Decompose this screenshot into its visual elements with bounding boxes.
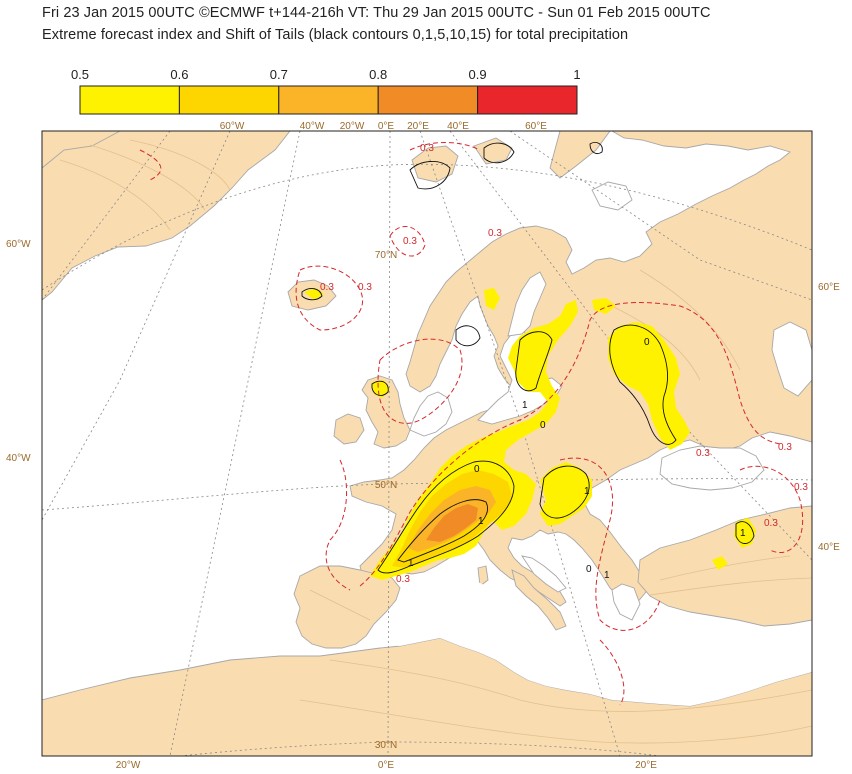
map-frame bbox=[41, 130, 813, 757]
latitude-labels: 70°N 50°N 30°N bbox=[375, 250, 397, 751]
land-corsica bbox=[477, 565, 489, 587]
legend-box-3 bbox=[377, 85, 479, 115]
eot-label-6: 0.3 bbox=[794, 482, 808, 493]
sot-label-7: 1 bbox=[522, 400, 528, 411]
graticule bbox=[42, 131, 812, 756]
land-svalbard bbox=[411, 145, 459, 183]
eot-contour-labels: 0.3 0.3 0.3 0.3 0.3 0.3 0.3 0.3 0.3 0.3 bbox=[320, 143, 808, 585]
eot-label-9: 0.3 bbox=[778, 442, 792, 453]
sot-label-4: 1 bbox=[478, 516, 484, 527]
efi-area-0.5-ne bbox=[592, 298, 616, 314]
sea-adriatic bbox=[521, 555, 567, 593]
sea-caspian bbox=[771, 321, 812, 397]
legend-tick-1: 0.6 bbox=[170, 67, 188, 82]
left-label-0: 60°W bbox=[6, 239, 31, 250]
efi-area-0.5-greece bbox=[712, 556, 728, 570]
color-legend: 0.5 0.6 0.7 0.8 0.9 1 bbox=[71, 67, 581, 115]
lat-label-2: 30°N bbox=[375, 740, 397, 751]
top-label-1: 40°W bbox=[300, 121, 325, 132]
bottom-label-0: 20°W bbox=[116, 760, 141, 771]
right-label-1: 40°E bbox=[818, 542, 840, 553]
sea-black-sea bbox=[659, 445, 765, 491]
eot-label-5: 0.3 bbox=[696, 448, 710, 459]
parallel-50n bbox=[42, 478, 812, 511]
sot-label-6: 1 bbox=[740, 528, 746, 539]
meridian-0 bbox=[387, 131, 391, 756]
legend-box-0 bbox=[79, 85, 180, 115]
legend-box-2 bbox=[278, 85, 379, 115]
eot-label-2: 0.3 bbox=[358, 282, 372, 293]
legend-tick-3: 0.8 bbox=[369, 67, 387, 82]
legend-tick-2: 0.7 bbox=[270, 67, 288, 82]
sot-label-1: 0 bbox=[540, 420, 546, 431]
land-iberia bbox=[293, 565, 401, 649]
sot-label-5: 1 bbox=[408, 558, 414, 569]
eot-label-7: 0.3 bbox=[764, 518, 778, 529]
eot-label-1: 0.3 bbox=[420, 143, 434, 154]
efi-area-0.5-scand bbox=[484, 288, 500, 310]
meridian-40w bbox=[42, 131, 231, 521]
sot-contour-labels: 0 0 0 1 1 1 1 1 0 1 bbox=[408, 337, 746, 581]
sot-label-3: 1 bbox=[584, 486, 590, 497]
top-label-5: 40°E bbox=[447, 121, 469, 132]
land-canada-arctic bbox=[42, 131, 121, 169]
chart-title-line2: Extreme forecast index and Shift of Tail… bbox=[42, 27, 629, 43]
efi-0.3-contours bbox=[139, 142, 804, 706]
lat-label-1: 50°N bbox=[375, 480, 397, 491]
meridian-20w bbox=[169, 131, 301, 756]
eot-label-4: 0.3 bbox=[396, 574, 410, 585]
efi-area-0.8 bbox=[426, 504, 478, 542]
eot-label-8: 0.3 bbox=[488, 228, 502, 239]
meridian-60w bbox=[42, 131, 171, 301]
parallel-30n bbox=[179, 741, 661, 756]
bottom-label-1: 0°E bbox=[378, 760, 395, 771]
eot-label-0: 0.3 bbox=[403, 236, 417, 247]
sot-label-8: 0 bbox=[586, 564, 592, 575]
efi-area-0.5-russia bbox=[608, 322, 690, 450]
legend-tick-0: 0.5 bbox=[71, 67, 89, 82]
efi-area-0.5-turkey bbox=[734, 518, 756, 548]
sea-aegean bbox=[611, 583, 641, 621]
top-label-6: 60°E bbox=[525, 121, 547, 132]
left-label-1: 40°W bbox=[6, 453, 31, 464]
right-label-0: 60°E bbox=[818, 282, 840, 293]
land-ireland bbox=[333, 413, 365, 445]
graticule-labels: 60°W 40°W 20°W 0°E 20°E 40°E 60°E 60°W 40°W 60°E 4… bbox=[6, 121, 840, 771]
legend-tick-5: 1 bbox=[573, 67, 580, 82]
sot-contours bbox=[301, 141, 755, 574]
meridian-60e bbox=[509, 131, 812, 301]
sea-white-sea bbox=[591, 181, 633, 211]
top-label-3: 0°E bbox=[378, 121, 395, 132]
land-greenland bbox=[42, 131, 291, 301]
eot-label-3: 0.3 bbox=[320, 282, 334, 293]
bottom-label-2: 20°E bbox=[635, 760, 657, 771]
legend-tick-labels: 0.5 0.6 0.7 0.8 0.9 1 bbox=[71, 67, 581, 82]
sea-mediterranean bbox=[376, 582, 812, 706]
land-italy bbox=[511, 569, 567, 631]
sea-gulf-of-bothnia bbox=[507, 271, 547, 337]
top-label-2: 20°W bbox=[340, 121, 365, 132]
efi-area-0.5-east bbox=[540, 462, 592, 526]
sot-label-2: 0 bbox=[644, 337, 650, 348]
parallel-70n bbox=[42, 163, 812, 291]
sea-north-sea bbox=[409, 391, 453, 437]
inland-seas bbox=[409, 181, 812, 621]
top-label-0: 60°W bbox=[220, 121, 245, 132]
sot-label-9: 1 bbox=[604, 570, 610, 581]
top-label-4: 20°E bbox=[407, 121, 429, 132]
chart-title-line1: Fri 23 Jan 2015 00UTC ©ECMWF t+144-216h … bbox=[42, 5, 711, 21]
legend-color-boxes bbox=[79, 85, 578, 115]
lat-label-0: 70°N bbox=[375, 250, 397, 261]
legend-box-4 bbox=[477, 85, 578, 115]
legend-tick-4: 0.9 bbox=[469, 67, 487, 82]
land-franz-josef bbox=[473, 137, 513, 165]
sot-label-0: 0 bbox=[474, 464, 480, 475]
